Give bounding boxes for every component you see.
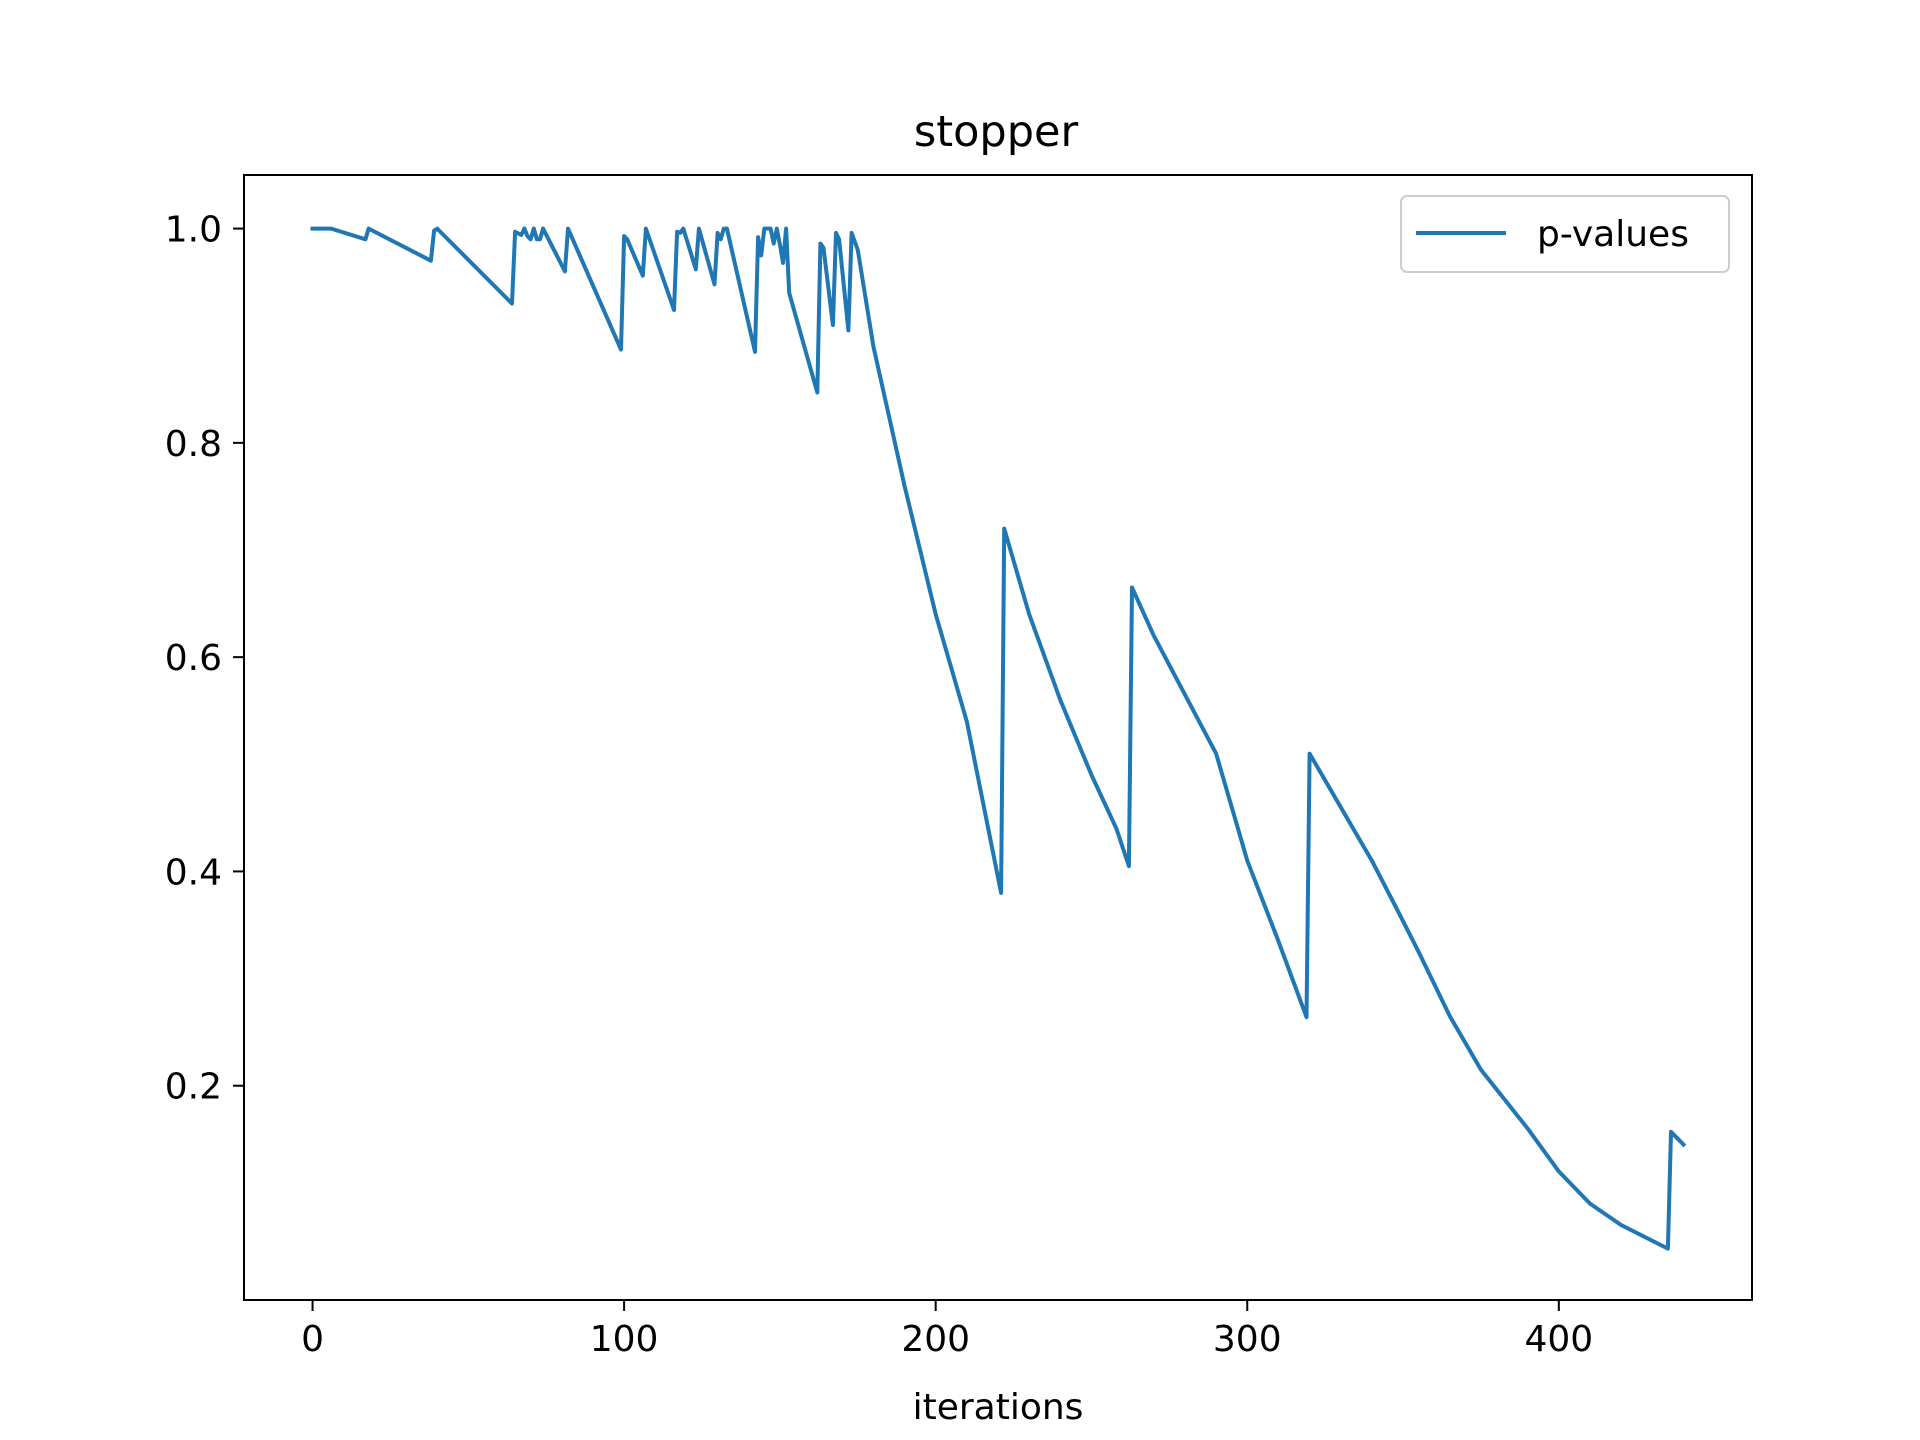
- series-line-p-values: [310, 226, 1687, 1251]
- x-tick-label: 300: [1213, 1319, 1282, 1360]
- legend-box: [1400, 195, 1730, 273]
- y-tick-label: 0.4: [165, 852, 222, 893]
- plot-marks: [310, 226, 1687, 1251]
- y-tick-label: 1.0: [165, 210, 222, 251]
- legend: p-values: [1400, 195, 1730, 273]
- x-axis: 0 100 200 300 400: [301, 1300, 1593, 1360]
- x-axis-label: iterations: [913, 1387, 1084, 1428]
- x-tick-label: 400: [1524, 1319, 1593, 1360]
- legend-label-p-values: p-values: [1537, 214, 1689, 255]
- y-tick-label: 0.2: [165, 1067, 222, 1108]
- plot-area-frame: [243, 174, 1753, 1301]
- y-axis: 0.2 0.4 0.6 0.8 1.0: [165, 210, 244, 1108]
- x-tick-label: 0: [301, 1319, 324, 1360]
- chart-title: stopper: [914, 107, 1079, 157]
- y-tick-label: 0.8: [165, 424, 222, 465]
- x-tick-label: 200: [901, 1319, 970, 1360]
- y-tick-label: 0.6: [165, 638, 222, 679]
- x-tick-label: 100: [590, 1319, 659, 1360]
